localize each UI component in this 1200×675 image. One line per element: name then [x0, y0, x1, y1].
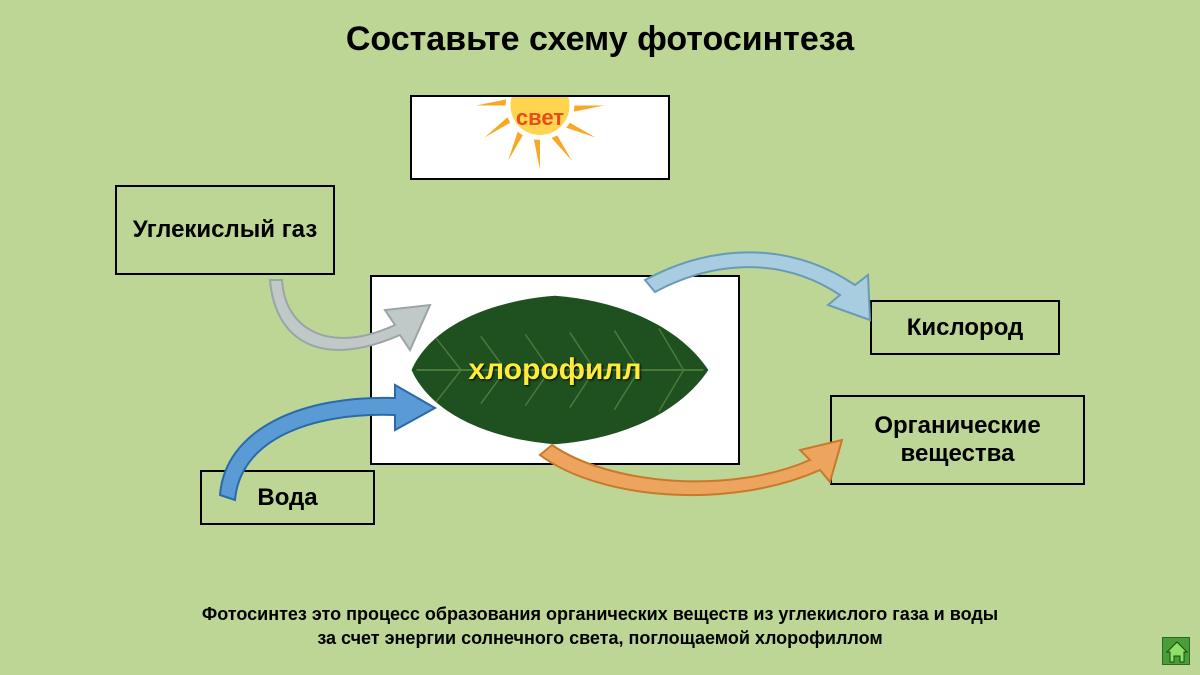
leaf-label: хлорофилл: [468, 353, 641, 387]
arrow-oxygen: [645, 252, 870, 320]
arrow-water: [220, 385, 435, 500]
arrows-layer: [0, 0, 1200, 675]
home-icon[interactable]: [1162, 637, 1190, 665]
footer-line2: за счет энергии солнечного света, поглощ…: [60, 627, 1140, 650]
footer-text: Фотосинтез это процесс образования орган…: [0, 603, 1200, 650]
sun-label: свет: [516, 105, 564, 131]
footer-line1: Фотосинтез это процесс образования орган…: [60, 603, 1140, 626]
arrow-co2: [270, 280, 430, 350]
arrow-organic: [540, 440, 842, 495]
